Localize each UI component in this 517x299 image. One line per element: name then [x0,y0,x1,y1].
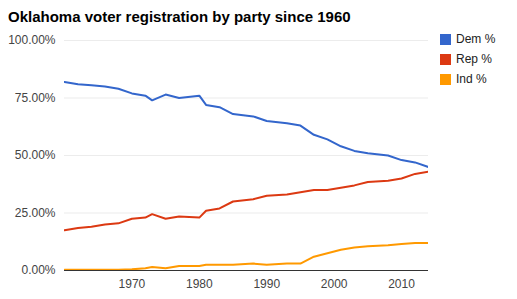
svg-text:25.00%: 25.00% [15,206,56,220]
svg-text:75.00%: 75.00% [15,91,56,105]
svg-text:50.00%: 50.00% [15,148,56,162]
html-text:Oklahoma voter registration by: Oklahoma voter registration by party sin… [8,8,351,25]
svg-text:0.00%: 0.00% [21,263,55,277]
html-text:Ind %: Ind % [456,72,487,86]
svg-text:2000: 2000 [321,277,348,291]
svg-text:1980: 1980 [186,277,213,291]
svg-text:1990: 1990 [253,277,280,291]
svg-text:100.00%: 100.00% [8,33,56,47]
svg-text:1970: 1970 [119,277,146,291]
html-text:Dem %: Dem % [456,32,496,46]
svg-text:2010: 2010 [388,277,415,291]
html-text:Rep %: Rep % [456,52,492,66]
